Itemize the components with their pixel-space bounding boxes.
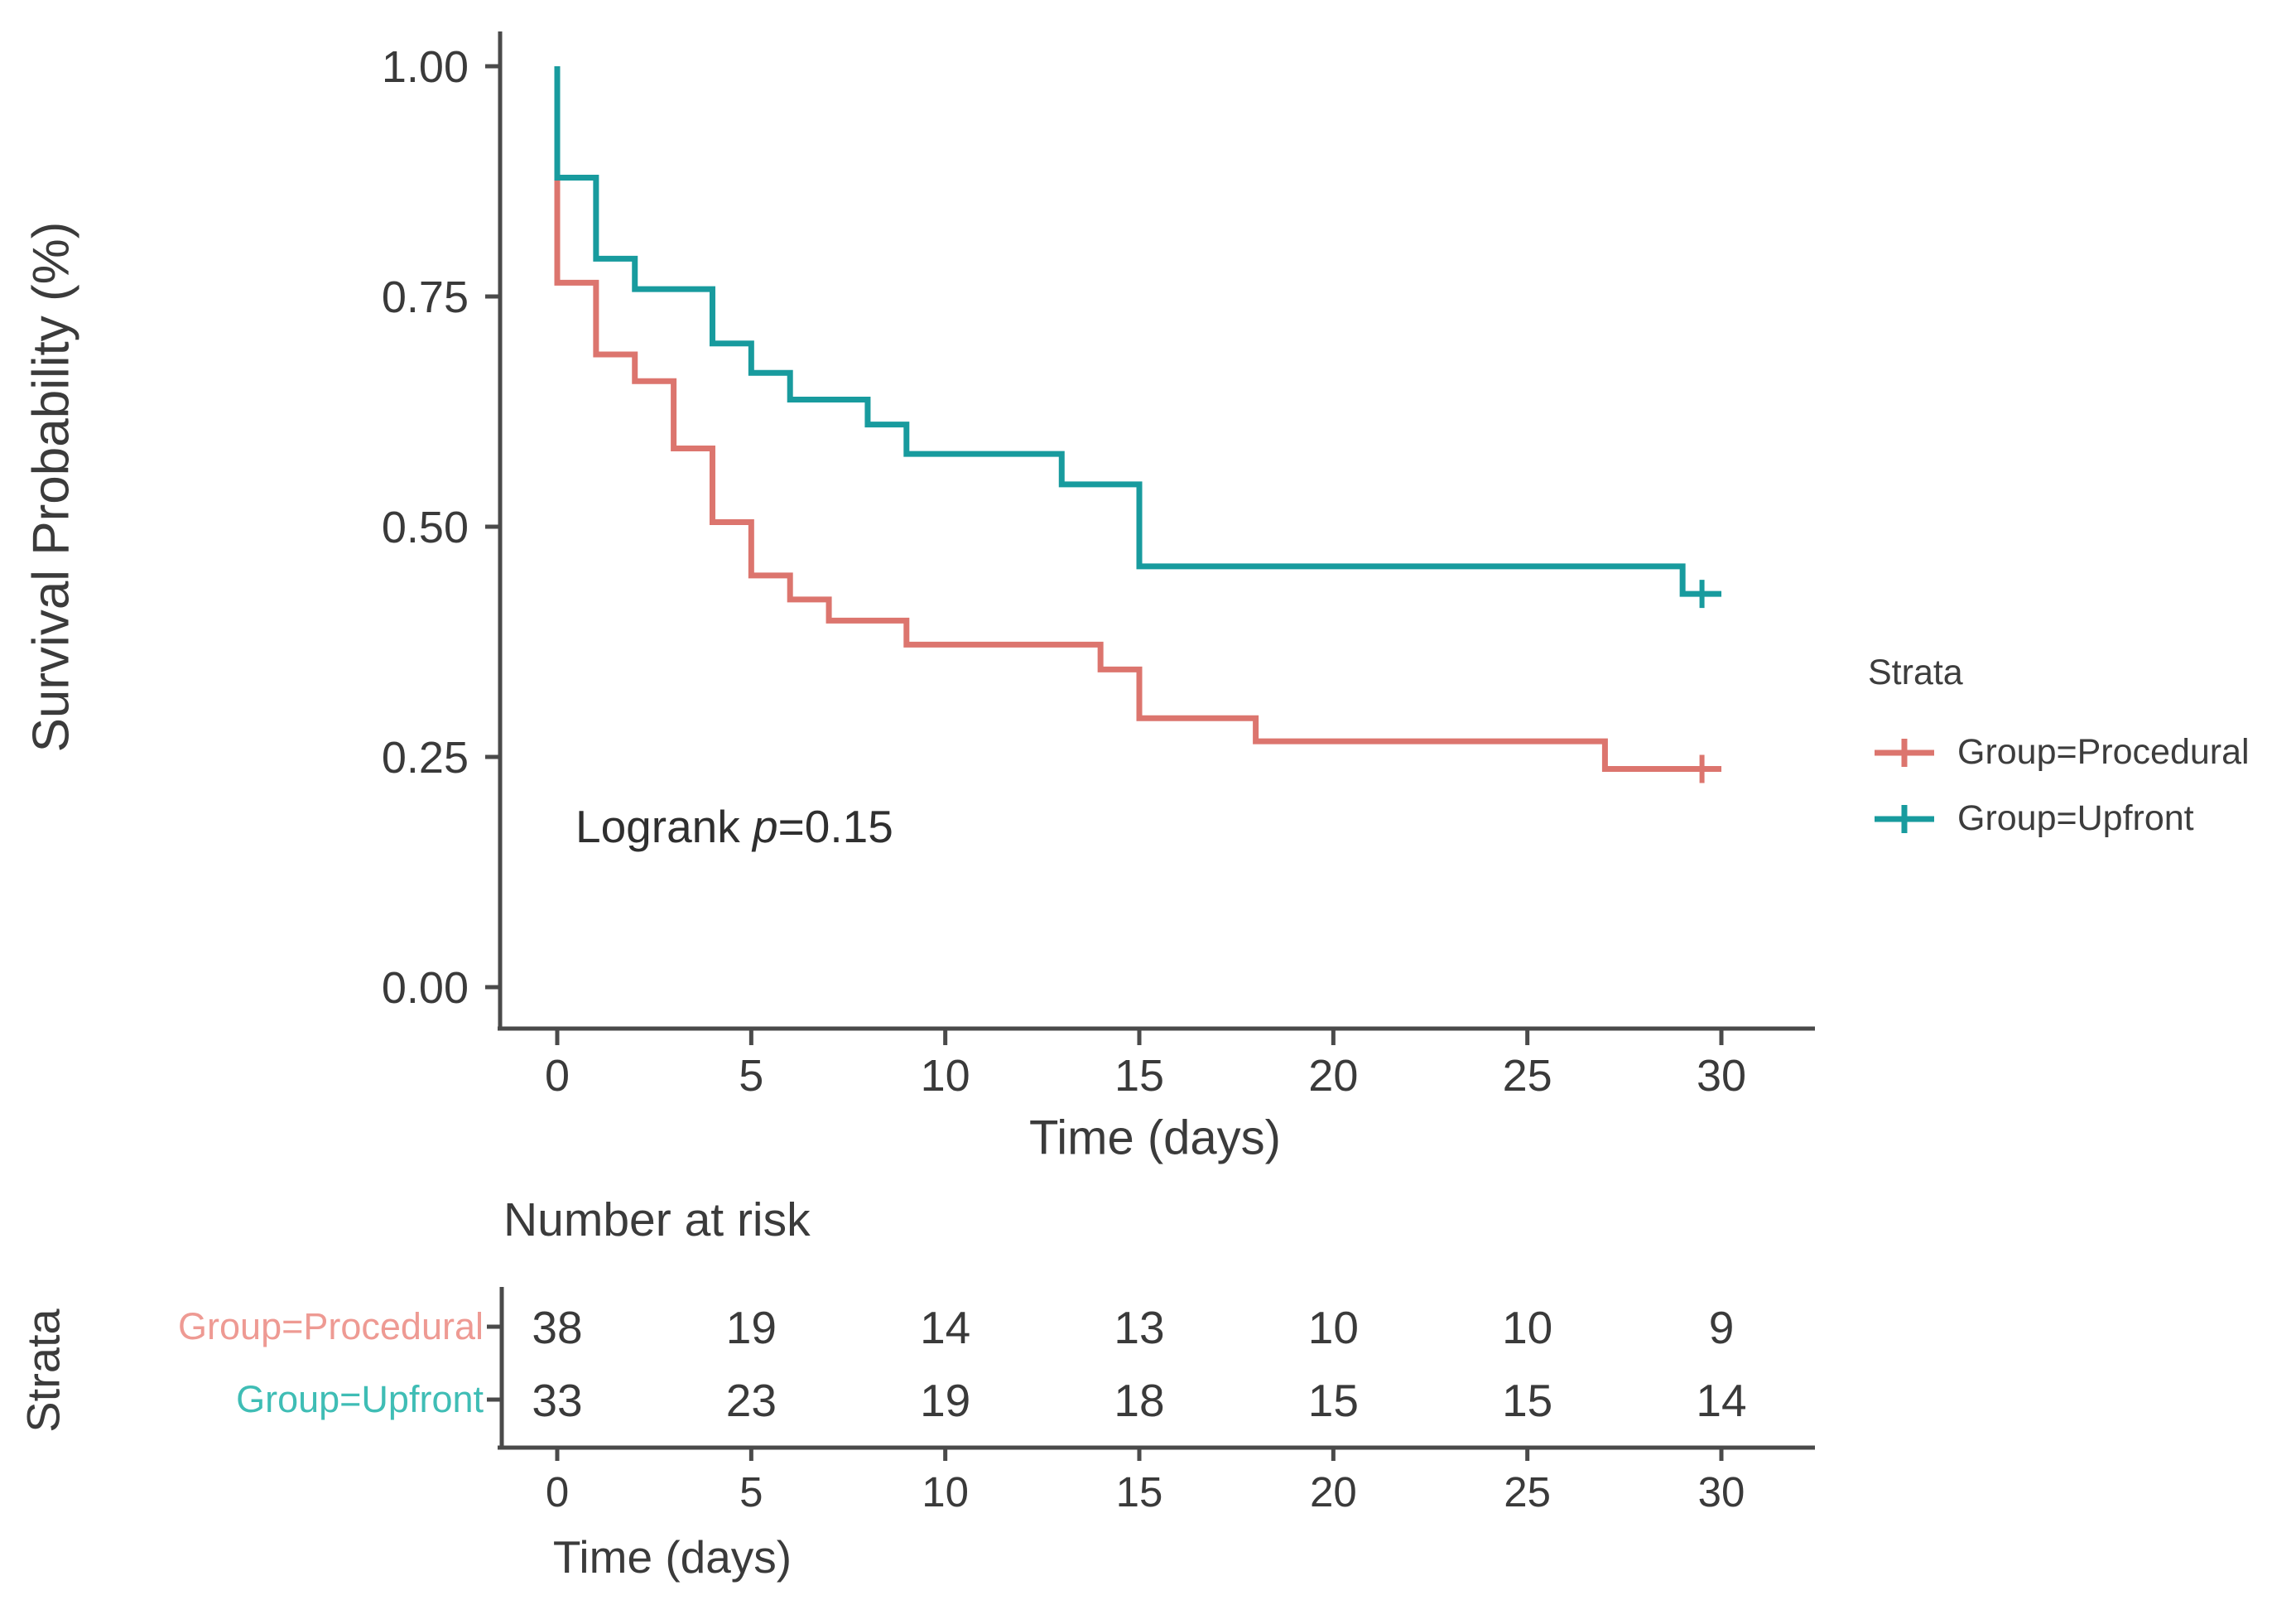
risk-count-cell: 13: [1114, 1302, 1165, 1353]
risk-x-tick-label: 0: [545, 1468, 570, 1516]
risk-x-tick-label: 30: [1697, 1468, 1745, 1516]
logrank-annotation-p: p: [753, 801, 778, 852]
risk-x-tick-label: 5: [739, 1468, 763, 1516]
risk-x-tick-label: 25: [1504, 1468, 1552, 1516]
legend-title: Strata: [1868, 653, 1963, 692]
risk-count-cell: 19: [725, 1302, 777, 1353]
x-tick-label: 0: [544, 1051, 570, 1101]
risk-x-tick-label: 10: [922, 1468, 970, 1516]
x-axis-title: Time (days): [1029, 1111, 1281, 1165]
survival-curve-upfront: [554, 66, 1722, 597]
procedural-key-icon: [1875, 738, 1934, 767]
risk-count-cell: 38: [532, 1302, 583, 1353]
risk-count-cell: 23: [725, 1375, 777, 1426]
x-tick-label: 20: [1308, 1051, 1359, 1101]
y-tick-label: 0.50: [381, 503, 469, 552]
legend-label-procedural: Group=Procedural: [1957, 732, 2250, 772]
risk-count-cell: 14: [920, 1302, 971, 1353]
logrank-annotation-prefix: Logrank: [575, 801, 753, 852]
logrank-annotation: Logrank p=0.15: [575, 800, 893, 853]
x-tick-label: 5: [739, 1051, 764, 1101]
y-tick-label: 0.00: [381, 963, 469, 1013]
legend: Strata Group=Procedural Group=Upfront: [1868, 653, 2250, 838]
risk-table-title: Number at risk: [503, 1193, 811, 1246]
y-axis-title: Survival Probability (%): [22, 221, 80, 753]
survival-curve-procedural: [554, 66, 1722, 772]
risk-count-cell: 10: [1307, 1302, 1359, 1353]
risk-x-axis-title: Time (days): [552, 1531, 792, 1583]
legend-item-procedural: Group=Procedural: [1870, 732, 2250, 773]
y-tick-label: 0.75: [381, 272, 469, 322]
risk-count-cell: 18: [1114, 1375, 1165, 1426]
risk-row-label-procedural: Group=Procedural: [178, 1305, 484, 1347]
risk-x-tick-label: 15: [1115, 1468, 1163, 1516]
x-tick-label: 25: [1502, 1051, 1552, 1101]
risk-count-cell: 9: [1708, 1302, 1735, 1353]
risk-count-cell: 14: [1696, 1375, 1747, 1426]
y-tick-label: 0.25: [381, 733, 469, 783]
legend-item-upfront: Group=Upfront: [1870, 798, 2194, 839]
x-tick-label: 15: [1114, 1051, 1165, 1101]
risk-count-cell: 10: [1502, 1302, 1553, 1353]
risk-count-cell: 15: [1307, 1375, 1359, 1426]
risk-row-label-upfront: Group=Upfront: [236, 1378, 484, 1420]
logrank-annotation-value: =0.15: [777, 801, 893, 852]
risk-count-cell: 19: [920, 1375, 971, 1426]
y-tick-label: 1.00: [381, 42, 469, 92]
risk-count-cell: 33: [532, 1375, 583, 1426]
upfront-key-icon: [1875, 804, 1934, 833]
risk-count-cell: 15: [1502, 1375, 1553, 1426]
x-tick-label: 10: [920, 1051, 970, 1101]
legend-label-upfront: Group=Upfront: [1957, 798, 2194, 838]
x-tick-label: 30: [1696, 1051, 1747, 1101]
risk-x-tick-label: 20: [1309, 1468, 1357, 1516]
